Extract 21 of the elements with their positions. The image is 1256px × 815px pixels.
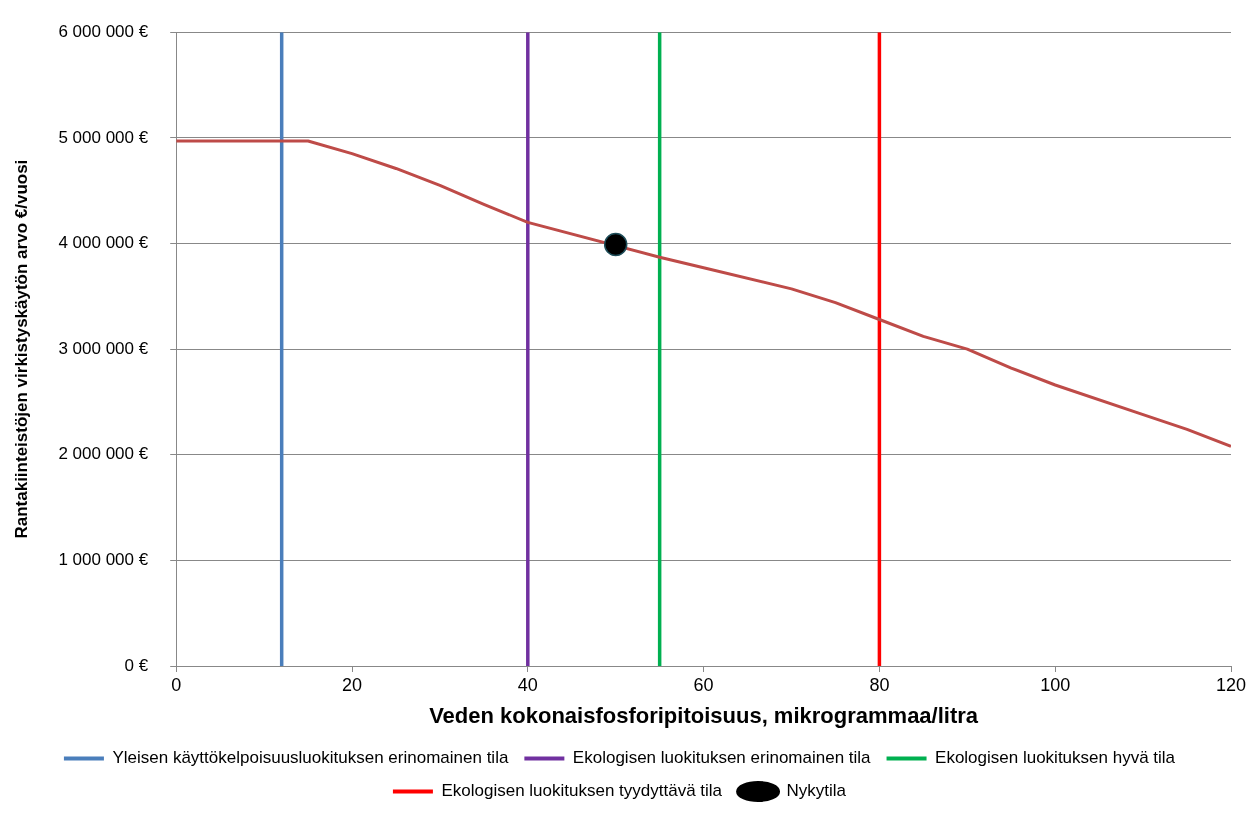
y-tick-label: 6 000 000 € [58,21,149,41]
y-tick-label: 2 000 000 € [58,444,149,464]
y-axis-title: Rantakiinteistöjen virkistyskäytön arvo €/vuosi [11,159,31,539]
legend-label: Nykytila [786,781,847,801]
y-tick-label: 1 000 000 € [58,550,149,570]
legend-label: Ekologisen luokituksen tyydyttävä tila [441,781,723,801]
legend-label: Ekologisen luokituksen hyvä tila [935,748,1176,768]
x-tick-label: 40 [517,674,538,695]
legend-label: Yleisen käyttökelpoisuusluokituksen erinomainen tila [112,748,509,768]
x-tick-label: 80 [869,674,890,695]
x-tick-label: 20 [341,674,363,695]
y-tick-label: 0 € [124,655,149,675]
x-tick-label: 60 [693,674,714,695]
x-axis-title: Veden kokonaisfosforipitoisuus, mikrogrammaa/litra [429,702,979,728]
y-tick-label: 4 000 000 € [58,233,149,253]
y-tick-label: 5 000 000 € [58,127,149,147]
x-tick-label: 100 [1040,674,1071,695]
y-tick-label: 3 000 000 € [58,338,149,358]
x-tick-label: 120 [1215,674,1247,695]
x-tick-label: 0 [171,674,182,695]
legend-label: Ekologisen luokituksen erinomainen tila [572,748,872,768]
